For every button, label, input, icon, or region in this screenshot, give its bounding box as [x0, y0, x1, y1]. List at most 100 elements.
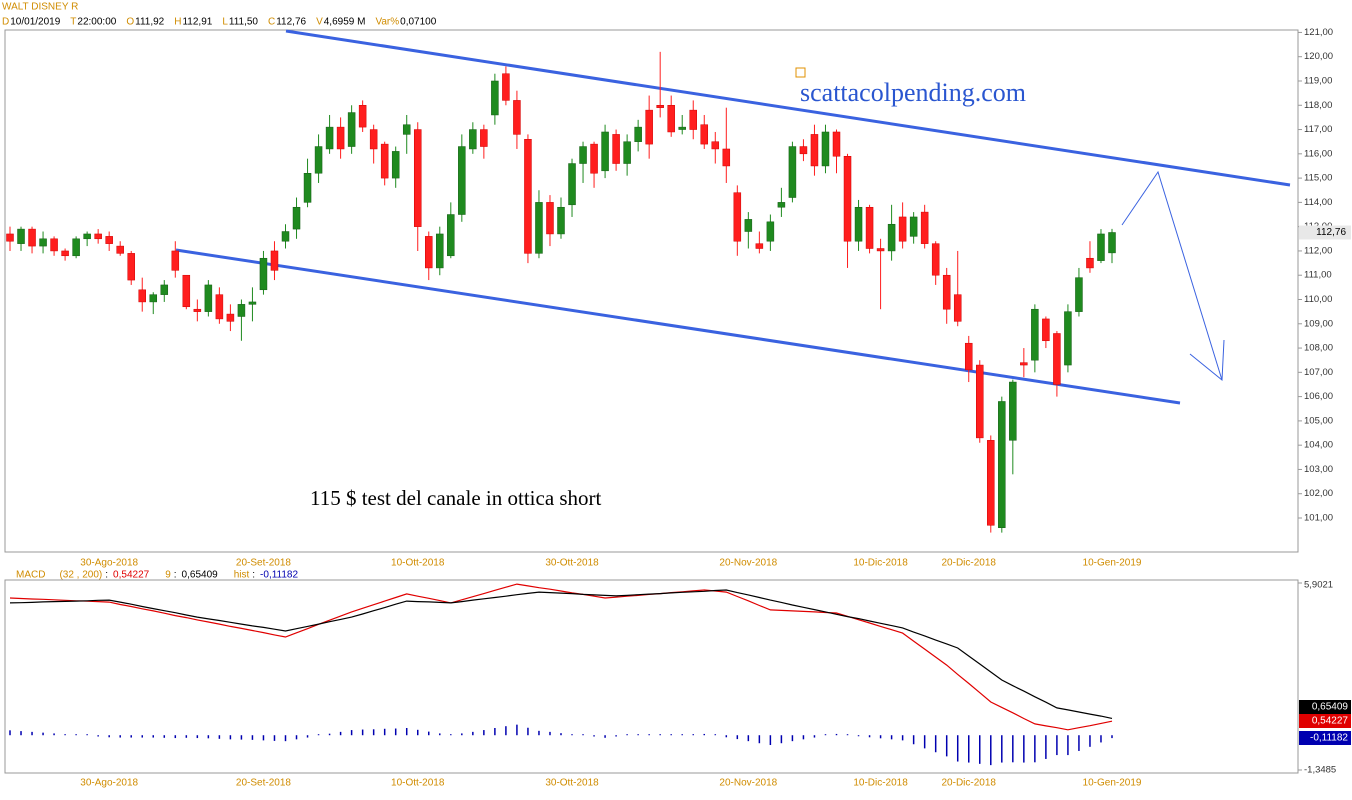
y-tick-label: 120,00	[1304, 51, 1333, 62]
candle-body	[149, 294, 158, 303]
candle-body	[391, 151, 400, 179]
y-tick-label: 115,00	[1304, 173, 1332, 184]
y-tick-label: 5,9021	[1304, 580, 1333, 591]
candle-body	[766, 221, 775, 242]
candle-body	[469, 129, 477, 150]
candle-body	[942, 274, 951, 310]
x-tick-label: 30-Ago-2018	[80, 558, 138, 569]
y-tick-label: 116,00	[1304, 148, 1332, 159]
marker-square	[795, 67, 806, 78]
candle-body	[491, 80, 499, 116]
candle-body	[369, 129, 378, 150]
indicator-param: hist	[234, 570, 250, 581]
candle-body	[998, 401, 1006, 528]
candle-body	[920, 211, 929, 244]
x-tick-label: 10-Dic-2018	[853, 558, 908, 569]
candle-body	[28, 228, 36, 247]
candle-body	[865, 206, 874, 249]
candle-body	[557, 206, 565, 235]
x-tick-label: 10-Ott-2018	[391, 778, 445, 789]
candle-body	[799, 146, 808, 155]
indicator-line	[9, 583, 1113, 731]
candle-body	[215, 294, 224, 320]
candle-body	[1020, 362, 1028, 366]
x-tick-label: 10-Ott-2018	[391, 558, 445, 569]
candle-body	[237, 304, 246, 317]
y-tick-label: 105,00	[1304, 415, 1333, 426]
y-tick-label: 106,00	[1304, 391, 1333, 402]
indicator-param: (32 , 200)	[59, 570, 102, 581]
candle-body	[898, 216, 907, 242]
candle-body	[623, 141, 631, 164]
x-tick-label: 20-Dic-2018	[941, 558, 996, 569]
candle-body	[645, 109, 653, 145]
header-value: 4,6959 M	[324, 17, 366, 28]
candle-body	[447, 214, 455, 257]
x-tick-label: 30-Ott-2018	[545, 558, 599, 569]
candle-body	[50, 238, 58, 252]
candle-body	[876, 248, 885, 252]
indicator-sep: :	[252, 570, 255, 581]
candle-body	[160, 284, 169, 295]
candle-body	[436, 233, 444, 269]
y-tick-label: 119,00	[1304, 76, 1332, 87]
candle-body	[976, 364, 984, 439]
indicator-value: 0,65409	[182, 570, 219, 581]
y-tick-label: 109,00	[1304, 318, 1333, 329]
indicator-sep: :	[174, 570, 177, 581]
candle-body	[270, 250, 279, 271]
x-tick-label: 20-Nov-2018	[719, 558, 777, 569]
candle-body	[380, 143, 389, 179]
indicator-panel	[4, 579, 1299, 774]
y-tick-label: -1,3485	[1304, 765, 1336, 776]
candle-body	[6, 233, 14, 242]
candle-body	[358, 105, 367, 128]
candle-body	[601, 131, 609, 172]
candle-body	[105, 236, 113, 244]
candle-body	[711, 141, 720, 150]
y-tick-label: 118,00	[1304, 100, 1332, 111]
candle-body	[182, 274, 191, 308]
header-value: 112,76	[276, 17, 306, 28]
x-tick-label: 20-Nov-2018	[719, 778, 777, 789]
candle-body	[656, 105, 664, 108]
x-tick-label: 20-Dic-2018	[941, 778, 996, 789]
x-tick-label: 30-Ott-2018	[545, 778, 599, 789]
candle-body	[413, 129, 422, 227]
header-value: 112,91	[182, 17, 212, 28]
header-key: V	[316, 17, 323, 28]
candle-body	[678, 126, 686, 130]
candle-body	[755, 243, 764, 249]
annotation: 115 $ test del canale in ottica short	[310, 486, 602, 510]
indicator-title: MACD	[16, 570, 45, 581]
candle-body	[193, 308, 202, 312]
candle-body	[1042, 318, 1050, 342]
candle-body	[127, 253, 135, 281]
candle-body	[700, 124, 709, 145]
y-tick-label: 110,00	[1304, 294, 1332, 305]
candle-body	[964, 342, 973, 371]
candle-body	[281, 231, 290, 242]
candle-body	[1031, 308, 1039, 361]
candle-body	[61, 250, 69, 257]
indicator-value: -0,11182	[260, 570, 298, 581]
chart-title: WALT DISNEY R	[2, 2, 78, 13]
y-tick-label: 107,00	[1304, 367, 1333, 378]
indicator-value-box	[1299, 714, 1351, 728]
candle-body	[832, 131, 841, 157]
candle-body	[171, 250, 180, 271]
candle-body	[535, 202, 543, 254]
indicator-value-label: -0,11182	[1310, 733, 1348, 744]
candle-body	[931, 243, 940, 276]
candle-body	[458, 146, 466, 215]
last-price-label: 112,76	[1316, 227, 1346, 238]
candle-body	[513, 100, 521, 135]
candle-body	[347, 112, 356, 147]
candle-body	[138, 289, 146, 303]
candle-body	[1075, 277, 1083, 312]
candle-body	[480, 129, 488, 147]
y-tick-label: 114,00	[1304, 197, 1332, 208]
indicator-value-box	[1299, 700, 1351, 714]
price-panel	[4, 29, 1299, 553]
